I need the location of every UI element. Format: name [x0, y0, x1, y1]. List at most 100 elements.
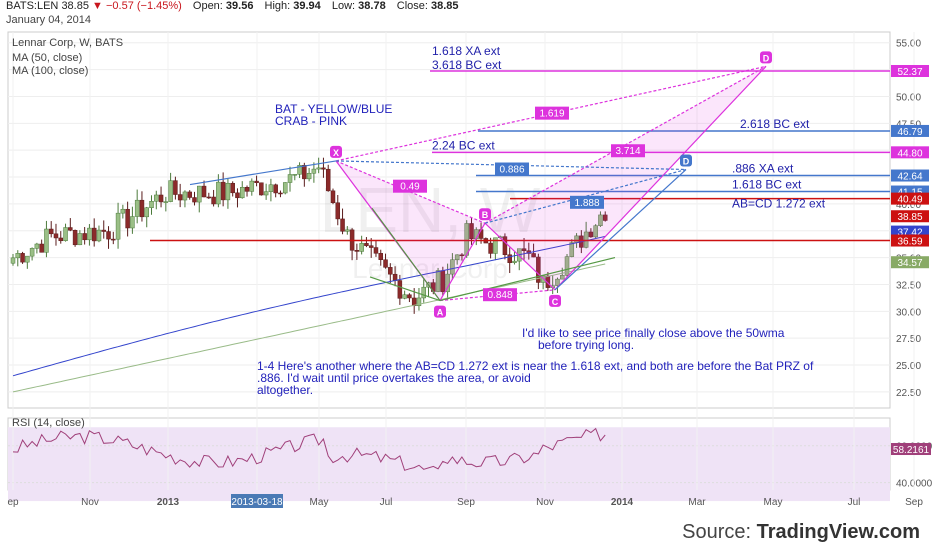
candle-body [259, 182, 264, 196]
annotation-note: before trying long. [538, 338, 634, 352]
candle-body [173, 180, 178, 195]
candle-body [502, 236, 508, 255]
price-tick-label: 30.00 [896, 307, 921, 318]
pattern-point-marker [479, 208, 491, 221]
candle-body [531, 253, 536, 258]
candle-body [63, 227, 68, 242]
pattern-point-label: D [683, 157, 690, 167]
rsi-value-label: 58.2161 [893, 445, 930, 456]
time-tick-label: 2013 [157, 497, 180, 508]
last-price: 38.85 [61, 0, 89, 12]
candle-body [593, 225, 598, 238]
time-tick-label: Sep [905, 497, 923, 508]
legend-title[interactable]: Lennar Corp, W, BATS [12, 37, 124, 49]
price-tag [891, 256, 929, 269]
pattern-point-marker [330, 145, 342, 158]
crab-bcd-fill [485, 66, 766, 290]
price-tag-label: 38.85 [897, 212, 922, 223]
price-tag [891, 64, 929, 77]
candle-body [48, 228, 54, 235]
candle-body [249, 180, 255, 192]
price-pane [7, 31, 891, 409]
annotation-bat: BAT - YELLOW/BLUE [275, 102, 392, 116]
candle-body [111, 238, 116, 241]
price-tick-label: 40.00 [896, 200, 921, 211]
ratio-label: 1.619 [539, 109, 564, 120]
price-tag-label: 40.49 [897, 195, 922, 206]
candle-body [139, 199, 145, 218]
price-tag-label: 36.59 [897, 237, 922, 248]
candle-body [192, 197, 197, 203]
candle-body [263, 191, 269, 196]
candle-body [278, 192, 283, 195]
price-tag [891, 146, 929, 159]
time-cursor-badge [231, 494, 283, 508]
candle-body [493, 237, 498, 254]
low-label: Low: [331, 0, 356, 12]
candle-body [235, 192, 240, 199]
source-prefix: Source: [682, 521, 757, 543]
candle-body [273, 184, 278, 194]
high-value: 39.94 [293, 0, 321, 12]
candle-body [459, 254, 465, 257]
time-tick-label: Sep [457, 497, 475, 508]
candle-body [134, 199, 140, 217]
annotation-note: altogether. [257, 383, 313, 397]
candle-body [602, 214, 608, 221]
pattern-point-label: X [333, 148, 339, 158]
ratio-badge [483, 288, 517, 302]
candle-body [120, 208, 126, 214]
candle-body [325, 168, 331, 192]
candle-body [20, 253, 25, 263]
level-label: 2.618 BC ext [740, 117, 810, 131]
candle-body [216, 181, 221, 205]
price-tag [891, 192, 929, 205]
time-tick-label: May [310, 497, 329, 508]
candle-body [144, 207, 149, 218]
candle-body [91, 227, 97, 242]
legend-rsi[interactable]: RSI (14, close) [12, 417, 85, 429]
pattern-point-label: D [763, 53, 770, 63]
candle-body [469, 223, 474, 240]
candle-body [383, 259, 388, 268]
candle-body [106, 231, 111, 240]
candle-body [39, 243, 44, 253]
legend-ma50[interactable]: MA (50, close) [12, 52, 83, 64]
level-label: 1.618 BC ext [732, 178, 802, 192]
level-label: 3.618 BC ext [432, 58, 502, 72]
annotation-note: .886. I'd wait until price overtakes the… [257, 371, 531, 385]
candle-body [177, 194, 183, 201]
time-tick-label: ep [7, 497, 19, 508]
ratio-label: 0.848 [487, 290, 512, 301]
time-tick-label: Jul [380, 497, 393, 508]
trendline-top [189, 160, 337, 186]
candle-body [335, 202, 341, 220]
candle-body [15, 253, 21, 259]
time-tick-label: Nov [536, 497, 554, 508]
candle-body [287, 174, 293, 183]
symbol[interactable]: BATS:LEN [6, 0, 59, 12]
annotation-note: 1-4 Here's another where the AB=CD 1.272… [257, 359, 814, 373]
time-tick-label: May [764, 497, 783, 508]
legend-ma100[interactable]: MA (100, close) [12, 65, 89, 77]
candle-body [397, 280, 403, 299]
candle-body [569, 242, 575, 257]
candle-body [488, 242, 493, 254]
pattern-cd-bat [554, 169, 687, 291]
candle-body [421, 286, 426, 299]
candle-body [58, 237, 64, 242]
close-value: 38.85 [431, 0, 459, 12]
candle-body [598, 214, 603, 226]
pattern-bc [484, 222, 556, 291]
candle-body [163, 201, 169, 203]
pattern-point-marker [434, 305, 446, 318]
pattern-point-label: A [437, 308, 444, 318]
trendline-ac [439, 257, 616, 302]
candle-body [72, 230, 78, 246]
candle-body [368, 245, 374, 248]
candle-body [96, 229, 102, 242]
candle-body [34, 243, 40, 249]
open-value: 39.56 [225, 0, 254, 12]
ratio-badge [535, 106, 569, 120]
price-change: −0.57 (−1.45%) [105, 0, 182, 12]
